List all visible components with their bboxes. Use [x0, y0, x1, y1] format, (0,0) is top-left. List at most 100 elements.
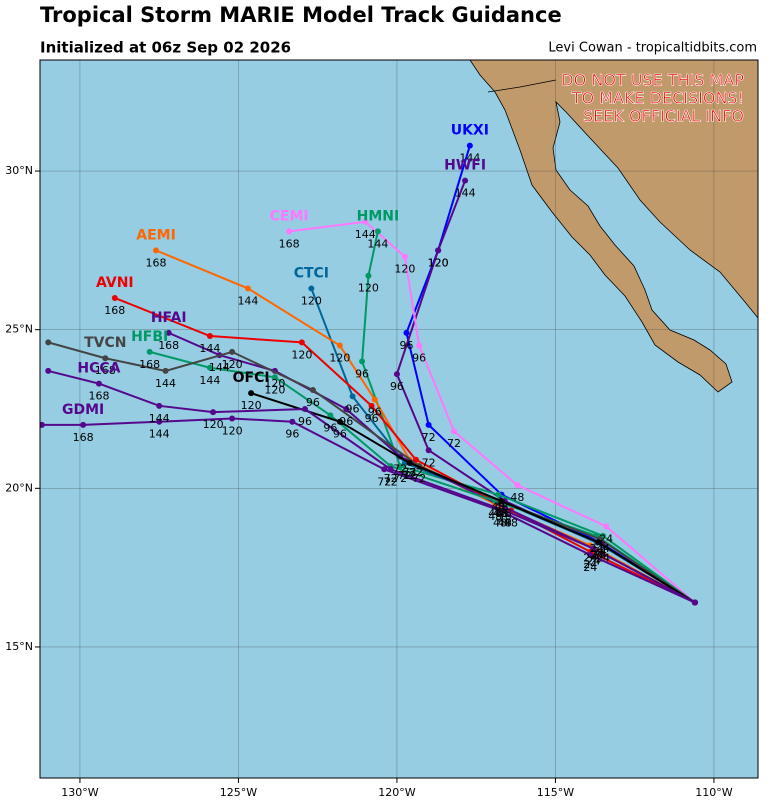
subtitle: Initialized at 06z Sep 02 2026: [40, 39, 291, 57]
map-layer: 24487296120144UKXI24487296120144HWFI2448…: [40, 60, 758, 778]
hour-label: 120: [428, 256, 449, 269]
model-label: HFAI: [151, 310, 187, 326]
track-point: [244, 285, 251, 292]
hour-label: 72: [409, 466, 423, 479]
hour-label: 144: [149, 412, 170, 425]
track-point: [371, 396, 378, 403]
hour-label: 120: [291, 348, 312, 361]
track-point: [595, 539, 602, 546]
warning-line: TO MAKE DECISIONS!: [571, 89, 744, 108]
hour-label: 168: [279, 237, 300, 250]
hour-label: 168: [104, 304, 125, 317]
hour-label: 168: [88, 390, 109, 403]
track-point: [271, 374, 278, 381]
model-label: CEMI: [270, 208, 309, 224]
hour-label: 96: [365, 412, 379, 425]
track-point: [374, 228, 381, 235]
hour-label: 120: [222, 358, 243, 371]
hour-label: 168: [95, 364, 116, 377]
warning-line: DO NOT USE THIS MAP: [561, 71, 744, 90]
track-line: [149, 350, 696, 604]
hour-label: 120: [203, 418, 224, 431]
model-label: HMNI: [357, 208, 400, 224]
track-point: [308, 285, 315, 292]
hour-label: 144: [209, 361, 230, 374]
hour-label: 24: [596, 542, 610, 555]
hour-label: 72: [403, 469, 417, 482]
hour-label: 48: [498, 507, 512, 520]
track-point: [343, 406, 350, 413]
border: [487, 79, 557, 93]
track-point: [111, 294, 118, 301]
track-point: [362, 218, 369, 225]
track-point: [153, 247, 160, 254]
grid: [40, 60, 758, 778]
hour-label: 48: [510, 491, 524, 504]
hour-label: 24: [593, 548, 607, 561]
hour-label: 96: [306, 396, 320, 409]
lon-tick-label: 110°W: [695, 786, 732, 799]
hour-label: 120: [428, 256, 449, 269]
model-label: TVCN: [84, 335, 126, 351]
hour-label: 24: [591, 548, 605, 561]
track-point: [80, 421, 87, 428]
track-point: [156, 418, 163, 425]
track-point: [40, 421, 45, 428]
track-point: [435, 247, 442, 254]
track-point: [425, 447, 432, 454]
model-label: UKXI: [451, 123, 489, 139]
track-point: [462, 177, 469, 184]
track-point: [327, 412, 334, 419]
track-point: [365, 272, 372, 279]
hour-label: 48: [495, 507, 509, 520]
hour-label: 96: [399, 339, 413, 352]
hour-label: 24: [586, 555, 600, 568]
hour-label: 24: [599, 532, 613, 545]
hour-label: 144: [199, 342, 220, 355]
hour-label: 48: [488, 507, 502, 520]
lat-tick-label: 25°N: [5, 323, 33, 336]
track-point: [403, 329, 410, 336]
ticks: 130°W 125°W 120°W 115°W 110°W 15°N 20°N 25°N 30°…: [5, 164, 732, 799]
track-point: [349, 393, 356, 400]
hour-label: 168: [73, 431, 94, 444]
track-point: [336, 418, 343, 425]
hour-label: 48: [488, 510, 502, 523]
hour-label: 144: [459, 152, 480, 165]
hour-label: 72: [447, 437, 461, 450]
track-point: [95, 380, 102, 387]
hour-label: 24: [593, 545, 607, 558]
track-point: [206, 364, 213, 371]
hour-label: 72: [384, 472, 398, 485]
track-point: [412, 456, 419, 463]
track-point: [146, 348, 153, 355]
hour-label: 96: [346, 402, 360, 415]
hour-label: 48: [498, 517, 512, 530]
hour-label: 24: [586, 555, 600, 568]
tracks: 24487296120144UKXI24487296120144HWFI2448…: [40, 123, 698, 606]
track-point: [416, 342, 423, 349]
model-label: OFCI: [233, 370, 270, 386]
hour-label: 96: [368, 405, 382, 418]
hour-label: 72: [393, 463, 407, 476]
track-point: [45, 339, 52, 346]
hour-label: 144: [367, 237, 388, 250]
hour-label: 72: [422, 431, 436, 444]
hour-label: 120: [222, 425, 243, 438]
track-point: [286, 228, 293, 235]
model-label: HFBI: [131, 329, 168, 345]
hour-label: 72: [422, 456, 436, 469]
hour-label: 120: [241, 399, 262, 412]
credit: Levi Cowan - tropicaltidbits.com: [548, 41, 757, 56]
track-point: [425, 421, 432, 428]
track-point: [229, 415, 236, 422]
model-label: CTCI: [294, 265, 329, 281]
track-point: [393, 371, 400, 378]
hour-label: 48: [493, 507, 507, 520]
track-point: [206, 333, 213, 340]
track-point: [691, 599, 698, 606]
track-point: [156, 402, 163, 409]
hour-label: 168: [146, 256, 167, 269]
hour-label: 72: [384, 475, 398, 488]
track-point: [309, 386, 316, 393]
